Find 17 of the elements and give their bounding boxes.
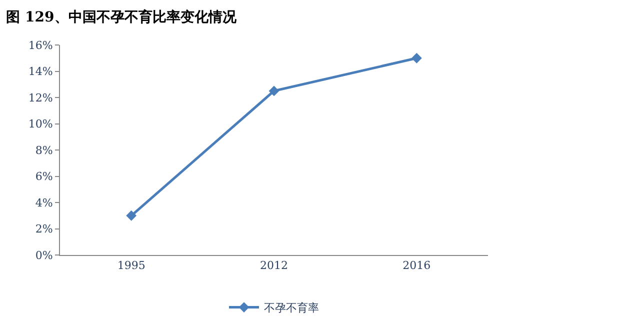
y-tick-label: 0% — [35, 248, 53, 262]
x-tick-label: 2016 — [402, 259, 431, 272]
legend-label: 不孕不育率 — [264, 302, 319, 315]
y-tick-label: 12% — [28, 91, 53, 104]
y-tick-label: 8% — [35, 144, 53, 157]
point — [268, 86, 280, 96]
chart-title: 图 129、中国不孕不育比率变化情况 — [6, 8, 238, 26]
point — [411, 52, 422, 64]
x-tick-label: 1995 — [117, 259, 146, 272]
y-tick-label: 14% — [28, 65, 53, 78]
x-tick-label: 2012 — [260, 259, 288, 272]
y-tick-label: 2% — [35, 222, 53, 236]
y-tick-label: 10% — [28, 118, 53, 131]
point — [126, 210, 137, 221]
y-tick-label: 16% — [28, 38, 53, 52]
y-tick-label: 6% — [35, 170, 53, 184]
y-tick-label: 4% — [35, 196, 53, 210]
